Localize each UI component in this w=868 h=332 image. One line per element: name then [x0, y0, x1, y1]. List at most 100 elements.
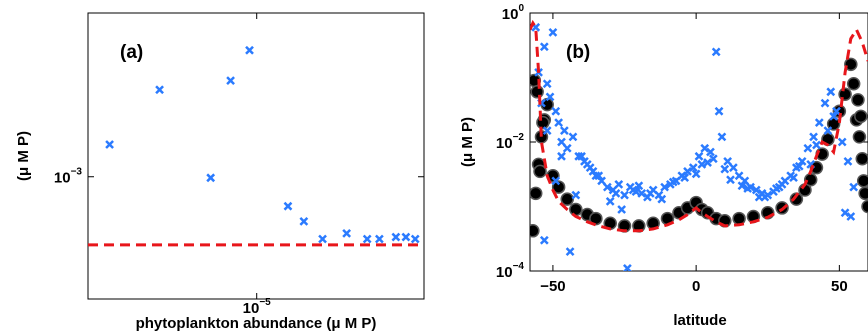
panel-b-x-marker-point — [751, 185, 761, 195]
panel-b-circle-point — [530, 85, 544, 99]
panel-b-x-marker-point — [840, 208, 850, 218]
panel-b-x-marker-point — [711, 47, 721, 57]
panel-b-x-marker-point — [668, 177, 678, 187]
panel-b-circle-point — [533, 164, 547, 179]
panel-b-x-marker-point — [740, 176, 750, 186]
panel-b-circle-point — [854, 109, 868, 124]
panel-b-x-marker-point — [823, 126, 833, 136]
panel-b-x-marker-point — [577, 151, 586, 161]
panel-b-x-marker-point — [697, 159, 707, 169]
panel-b-x-marker-point — [611, 188, 621, 198]
panel-b-x-tick-label: 50 — [831, 278, 848, 295]
panel-b-x-marker-point — [620, 190, 629, 200]
panel-b-x-marker-point — [548, 28, 558, 37]
panel-b-x-marker-point — [637, 188, 647, 198]
panel-a-frame — [87, 12, 425, 300]
panel-b-x-marker-point — [809, 132, 818, 142]
panel-a-plot-area — [88, 45, 424, 247]
panel-a-x-marker-point — [226, 76, 235, 85]
panel-b-y-tick-label: 10−2 — [496, 132, 525, 152]
panel-b-x-marker-point — [814, 118, 824, 127]
panel-b-x-marker-point — [594, 171, 604, 181]
panel-a-x-marker-point — [155, 85, 164, 95]
panel-b-x-marker-point — [691, 169, 701, 179]
panel-b-x-marker-point — [726, 175, 735, 185]
panel-b-x-marker-point — [843, 157, 853, 166]
panel-b-x-marker-point — [743, 184, 753, 193]
panel-b-x-marker-point — [820, 98, 830, 108]
panel-b-x-marker-point — [565, 247, 575, 256]
panel-b-circle-point — [589, 211, 603, 226]
panel-a-ticks: 10−5 10−3 — [54, 13, 424, 317]
panel-b-x-marker-point — [605, 197, 615, 206]
panel-a-x-marker-point — [206, 173, 216, 183]
panel-b-x-marker-point — [602, 182, 612, 192]
panel-b-circle-point — [536, 115, 550, 130]
panel-b-x-marker-point — [688, 163, 698, 173]
panel-b-x-marker-point — [797, 157, 807, 166]
panel-b-x-marker-point — [708, 154, 718, 164]
panel-b-x-marker-point — [680, 173, 690, 183]
panel-b-x-axis-label: latitude — [673, 312, 726, 329]
panel-b-circle-point — [551, 180, 566, 194]
panel-b-x-marker-point — [551, 176, 561, 186]
panel-b-x-marker-point — [614, 180, 624, 189]
panel-b-x-marker-point — [706, 147, 715, 157]
panel-b-circle-point — [569, 202, 583, 217]
panel-b-label: (b) — [566, 42, 590, 63]
panel-b-x-marker-point — [623, 263, 632, 271]
panel-b-x-marker-point — [557, 151, 566, 161]
panel-b-circle-point — [844, 57, 858, 72]
panel-a-x-marker-point — [401, 232, 411, 242]
panel-b-x-marker-point — [789, 173, 798, 183]
panel-b-x-marker-point — [628, 185, 638, 195]
panel-b-x-marker-point — [597, 176, 606, 186]
panel-a-x-tick-label: 10−5 — [243, 297, 272, 317]
panel-b-x-marker-point — [849, 182, 859, 192]
panel-b-y-tick-label: 10−4 — [496, 261, 525, 281]
panel-b-x-marker-point — [703, 158, 712, 167]
panel-b-circle-point — [809, 160, 824, 175]
panel-b-x-marker-point — [539, 235, 549, 245]
panel-b-x-marker-point — [571, 190, 581, 200]
panel-b-circle-point — [846, 77, 861, 91]
panel-b-x-marker-point — [617, 205, 627, 214]
panel-a-x-marker-point — [410, 234, 420, 244]
panel-b-circle-point — [530, 186, 543, 201]
panel-b-y-tick-label: 100 — [502, 3, 525, 23]
panel-a-x-axis-label: phytoplankton abundance (μ M P) — [136, 315, 377, 332]
panel-b-x-marker-point — [826, 87, 836, 97]
panel-b-x-marker-point — [829, 111, 839, 121]
panel-a-x-marker-point — [342, 228, 352, 238]
panel-b-x-marker-point — [700, 143, 710, 153]
panel-b-x-marker-point — [803, 143, 813, 153]
panel-b-x-marker-point — [542, 126, 552, 136]
panel-b-plot-area — [530, 19, 868, 271]
panel-a-x-marker-point — [362, 234, 372, 244]
panel-a-x-marker-point — [318, 234, 327, 244]
panel-b-circle-point — [861, 199, 868, 214]
panel-b-frame — [529, 12, 868, 272]
panel-b-x-marker-point — [657, 194, 667, 204]
panel-b-x-marker-point — [562, 143, 572, 153]
panel-a-label: (a) — [120, 42, 143, 63]
panel-b-x-marker-point — [728, 163, 738, 173]
panel-b-circle-point — [851, 93, 865, 107]
panel-b-x-marker-point — [551, 106, 561, 116]
panel-b-x-marker-point — [760, 192, 770, 202]
panel-b-x-marker-point — [694, 151, 704, 161]
panel-a-x-marker-point — [245, 45, 254, 55]
panel-b-x-marker-point — [582, 159, 592, 169]
panel-b: −50 0 50 10−4 10−2 100 (b) (μ M P) latitude — [459, 3, 868, 329]
panel-a-y-axis-label: (μ M P) — [15, 131, 32, 181]
panel-b-x-marker-point — [837, 137, 847, 147]
panel-a-x-marker-point — [283, 201, 293, 211]
panel-b-dashed-model-line — [530, 19, 868, 233]
panel-b-x-tick-label: 0 — [692, 278, 700, 295]
panel-a-x-marker-point — [391, 232, 401, 242]
panel-b-x-marker-point — [683, 167, 692, 176]
panel-a: 10−5 10−3 (a) (μ M P) phytoplankton abund… — [15, 12, 425, 332]
panel-b-x-marker-point — [777, 180, 787, 189]
panel-b-x-marker-point — [568, 132, 578, 142]
